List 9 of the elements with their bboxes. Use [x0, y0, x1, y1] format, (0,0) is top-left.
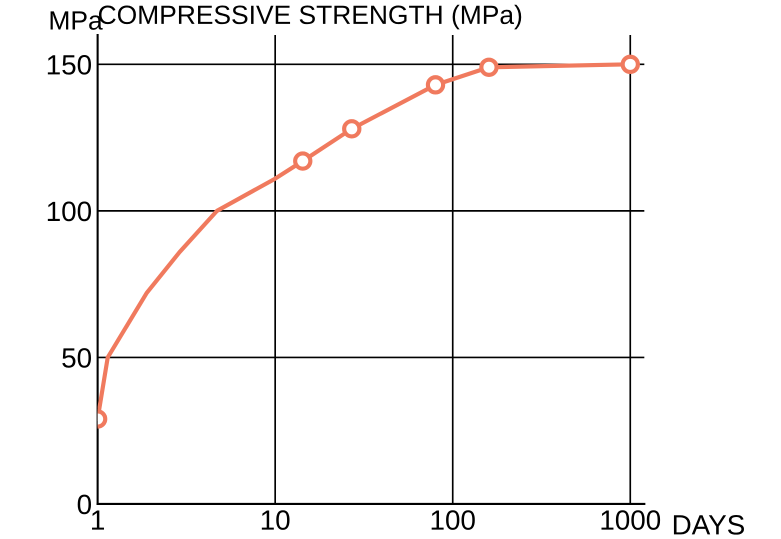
y-tick-label: 150: [48, 55, 91, 75]
x-tick-label: 100: [432, 510, 475, 530]
y-tick-label: 0: [78, 494, 91, 514]
x-tick-label: 1000: [601, 510, 660, 530]
y-tick-label: 100: [48, 202, 91, 222]
x-axis-title: DAYS: [674, 515, 744, 535]
x-tick-label: 1: [92, 510, 104, 530]
x-tick-label: 10: [262, 510, 290, 530]
y-tick-label: 50: [62, 348, 91, 368]
